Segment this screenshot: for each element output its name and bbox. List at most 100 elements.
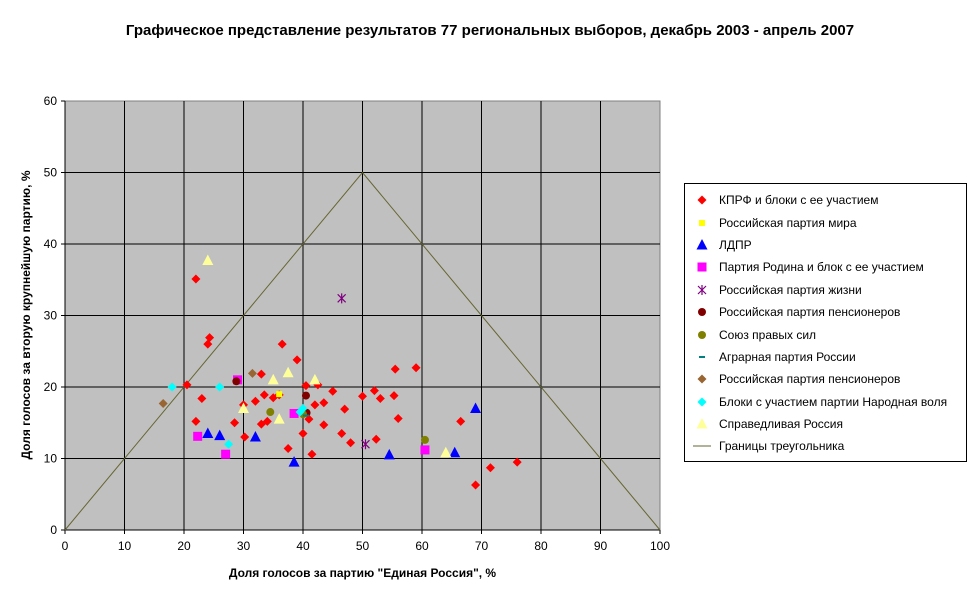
data-point-series-0 <box>283 443 293 453</box>
y-tick-label: 40 <box>44 237 58 251</box>
data-point-series-8 <box>247 368 257 378</box>
data-point-series-0 <box>393 413 403 423</box>
data-point-series-3 <box>221 449 231 459</box>
data-point-series-9 <box>215 382 225 392</box>
data-point-series-3 <box>420 445 430 455</box>
data-points <box>64 171 661 531</box>
data-point-series-0 <box>205 333 215 343</box>
data-point-series-0 <box>250 396 260 406</box>
legend-marker <box>699 219 705 226</box>
legend-item: Справедливая Россия <box>685 413 966 435</box>
data-point-series-0 <box>259 390 269 400</box>
data-point-series-0 <box>411 363 421 373</box>
data-point-series-2 <box>214 429 226 441</box>
data-point-series-0 <box>337 428 347 438</box>
legend-item: Аграрная партия России <box>685 346 966 368</box>
data-point-series-2 <box>202 427 214 438</box>
data-point-series-2 <box>470 402 482 413</box>
legend-label: Справедливая Россия <box>719 417 843 432</box>
legend-item: ЛДПР <box>685 234 966 256</box>
data-point-series-0 <box>262 416 272 426</box>
data-point-series-0 <box>485 463 495 473</box>
data-point-series-6 <box>266 408 275 417</box>
x-tick-label: 50 <box>356 539 370 553</box>
legend-label: КПРФ и блоки с ее участием <box>719 193 879 208</box>
data-point-series-0 <box>191 274 201 284</box>
y-tick-label: 20 <box>44 380 58 394</box>
legend-item: Союз правых сил <box>685 323 966 345</box>
data-point-series-3 <box>289 408 299 418</box>
data-point-series-9 <box>167 382 177 392</box>
legend-swatch-icon <box>699 219 705 226</box>
data-point-series-3 <box>193 431 203 441</box>
x-tick-label: 20 <box>177 539 191 553</box>
legend-swatch-icon <box>697 195 707 205</box>
legend-swatch-icon <box>696 238 708 250</box>
chart-title: Графическое представление результатов 77… <box>125 22 855 39</box>
data-point-series-0 <box>304 414 314 424</box>
data-point-series-4 <box>361 439 370 450</box>
legend-swatch-icon <box>699 355 705 358</box>
legend-marker <box>697 284 707 295</box>
data-point-series-10 <box>202 254 214 265</box>
data-point-series-2 <box>249 431 261 442</box>
legend-item: Партия Родина и блок с ее участием <box>685 256 966 278</box>
data-point-series-8 <box>158 398 168 408</box>
data-point-series-2 <box>449 446 461 458</box>
data-point-series-2 <box>288 456 300 467</box>
legend-swatch-icon <box>697 262 707 272</box>
legend-marker <box>698 308 706 317</box>
legend-label: Российская партия жизни <box>719 282 862 297</box>
legend-label: Российская партия пенсионеров <box>719 305 901 320</box>
legend-swatch-icon <box>693 445 711 447</box>
axis-ticks: 0 10 20 30 40 50 60 70 80 90 100 0 10 20 30 40 50 60 <box>44 94 671 553</box>
legend-marker <box>698 330 706 339</box>
legend-swatch-icon <box>696 418 708 429</box>
data-point-series-10 <box>267 373 279 385</box>
data-point-series-0 <box>256 369 266 379</box>
legend-marker <box>697 397 707 407</box>
legend-label: Российская партия пенсионеров <box>719 372 901 387</box>
data-point-series-0 <box>182 380 192 390</box>
legend-item: Российская партия пенсионеров <box>685 301 966 323</box>
legend: КПРФ и блоки с ее участием Российская пар… <box>684 183 967 462</box>
legend-item: КПРФ и блоки с ее участием <box>685 189 966 211</box>
legend-label: Границы треугольника <box>719 439 845 454</box>
legend-label: Партия Родина и блок с ее участием <box>719 260 924 275</box>
legend-item: Российская партия жизни <box>685 279 966 301</box>
data-point-series-0 <box>375 393 385 403</box>
legend-item: Границы треугольника <box>685 435 966 457</box>
triangle-boundary-line <box>64 171 661 531</box>
data-point-series-0 <box>307 449 317 459</box>
data-point-series-0 <box>240 432 250 442</box>
legend-marker <box>696 238 708 250</box>
data-point-series-0 <box>456 416 466 426</box>
x-tick-label: 90 <box>594 539 608 553</box>
y-tick-label: 50 <box>44 166 58 180</box>
legend-swatch-icon <box>698 330 706 339</box>
data-point-series-0 <box>328 386 338 396</box>
legend-label: Союз правых сил <box>719 327 817 342</box>
data-point-series-0 <box>191 416 201 426</box>
y-tick-label: 10 <box>44 452 58 466</box>
legend-label: ЛДПР <box>719 237 752 252</box>
data-point-series-0 <box>471 480 481 490</box>
legend-marker <box>697 195 707 205</box>
data-point-series-9 <box>224 439 234 449</box>
data-point-series-9 <box>298 403 308 413</box>
data-point-series-0 <box>390 364 400 374</box>
data-point-series-0 <box>203 339 213 349</box>
data-point-series-0 <box>292 355 302 365</box>
data-point-series-0 <box>512 457 522 467</box>
legend-item: Российская партия мира <box>685 211 966 233</box>
legend-swatch-icon <box>697 374 707 384</box>
x-tick-label: 30 <box>237 539 251 553</box>
x-tick-label: 60 <box>415 539 429 553</box>
data-point-series-0 <box>369 386 379 396</box>
legend-marker <box>696 418 708 429</box>
legend-label: Российская партия мира <box>719 215 857 230</box>
x-tick-label: 70 <box>475 539 489 553</box>
data-point-series-5 <box>232 377 241 386</box>
legend-item: Российская партия пенсионеров <box>685 368 966 390</box>
